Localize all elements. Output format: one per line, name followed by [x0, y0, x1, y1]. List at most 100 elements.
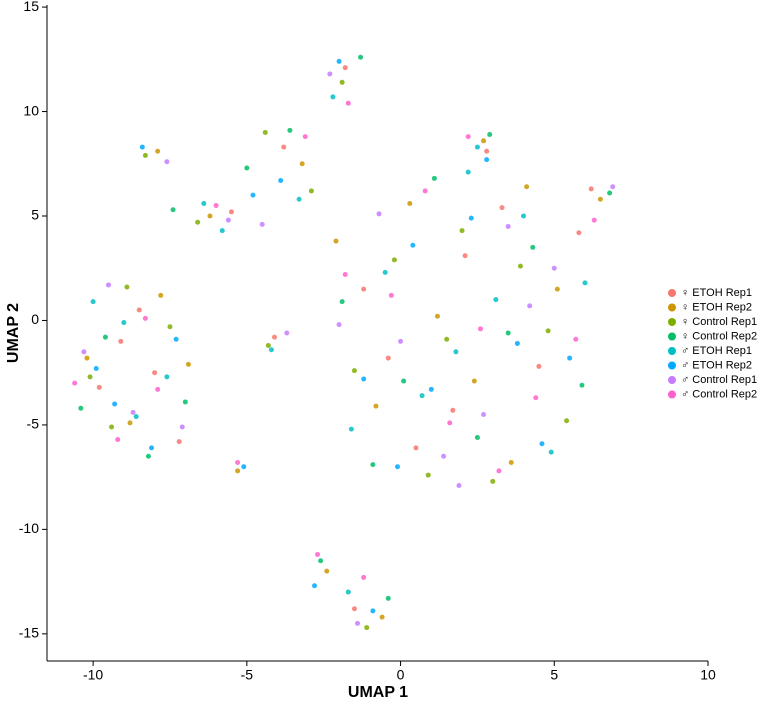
- point: [327, 71, 333, 77]
- point: [167, 324, 173, 330]
- point: [376, 211, 382, 217]
- point: [521, 213, 527, 219]
- point: [591, 217, 597, 223]
- point: [434, 313, 440, 319]
- point: [158, 292, 164, 298]
- point: [361, 574, 367, 580]
- point: [385, 595, 391, 601]
- point: [142, 152, 148, 158]
- legend-key: [668, 361, 676, 370]
- point: [428, 386, 434, 392]
- point: [407, 200, 413, 206]
- point: [127, 420, 133, 426]
- legend-key: [668, 332, 676, 341]
- point: [142, 315, 148, 321]
- point: [152, 370, 158, 376]
- point: [250, 192, 256, 198]
- point: [115, 437, 121, 443]
- point: [514, 340, 520, 346]
- point: [96, 384, 102, 390]
- x-tick-label: -10: [83, 667, 103, 683]
- point: [195, 219, 201, 225]
- point: [358, 54, 364, 60]
- point: [351, 606, 357, 612]
- point: [536, 363, 542, 369]
- point: [149, 445, 155, 451]
- point: [364, 625, 370, 631]
- point: [607, 190, 613, 196]
- legend-key: [668, 303, 676, 312]
- point: [219, 228, 225, 234]
- legend-key: [668, 318, 676, 326]
- point: [112, 401, 118, 407]
- point: [336, 322, 342, 328]
- point: [164, 159, 170, 165]
- point: [361, 376, 367, 382]
- point: [462, 253, 468, 259]
- point: [72, 380, 78, 386]
- point: [87, 374, 93, 380]
- legend-label: ♂ ETOH Rep1: [681, 345, 752, 357]
- point: [78, 405, 84, 411]
- point: [610, 184, 616, 190]
- y-tick-label: -15: [19, 625, 39, 641]
- point: [351, 368, 357, 374]
- point: [207, 213, 213, 219]
- point: [459, 228, 465, 234]
- point: [484, 157, 490, 163]
- point: [130, 409, 136, 415]
- point: [339, 79, 345, 85]
- point: [105, 282, 111, 288]
- point: [444, 336, 450, 342]
- point: [228, 209, 234, 215]
- point: [468, 215, 474, 221]
- point: [413, 445, 419, 451]
- point: [524, 184, 530, 190]
- point: [259, 221, 265, 227]
- point: [133, 414, 139, 420]
- point: [564, 418, 570, 424]
- point: [481, 411, 487, 417]
- point: [281, 144, 287, 150]
- point: [265, 343, 271, 349]
- point: [576, 230, 582, 236]
- point: [348, 426, 354, 432]
- point: [182, 399, 188, 405]
- point: [487, 132, 493, 138]
- point: [450, 407, 456, 413]
- point: [342, 272, 348, 278]
- point: [388, 292, 394, 298]
- point: [185, 361, 191, 367]
- point: [410, 242, 416, 248]
- point: [139, 144, 145, 150]
- point: [401, 378, 407, 384]
- point: [302, 134, 308, 140]
- point: [453, 349, 459, 355]
- point: [339, 299, 345, 305]
- y-axis-title: UMAP 2: [5, 303, 22, 363]
- point: [330, 94, 336, 100]
- point: [398, 338, 404, 344]
- point: [345, 589, 351, 595]
- point: [155, 386, 161, 392]
- point: [551, 265, 557, 271]
- point: [431, 175, 437, 181]
- x-tick-label: 10: [700, 667, 716, 683]
- point: [465, 134, 471, 140]
- point: [118, 338, 124, 344]
- point: [496, 468, 502, 474]
- point: [93, 366, 99, 372]
- point: [456, 483, 462, 489]
- point: [505, 330, 511, 336]
- point: [527, 303, 533, 309]
- point: [499, 205, 505, 211]
- point: [121, 320, 127, 326]
- point: [336, 58, 342, 64]
- point: [342, 65, 348, 71]
- point: [373, 403, 379, 409]
- point: [379, 614, 385, 620]
- legend-key: [668, 347, 676, 355]
- point: [545, 328, 551, 334]
- point: [391, 257, 397, 263]
